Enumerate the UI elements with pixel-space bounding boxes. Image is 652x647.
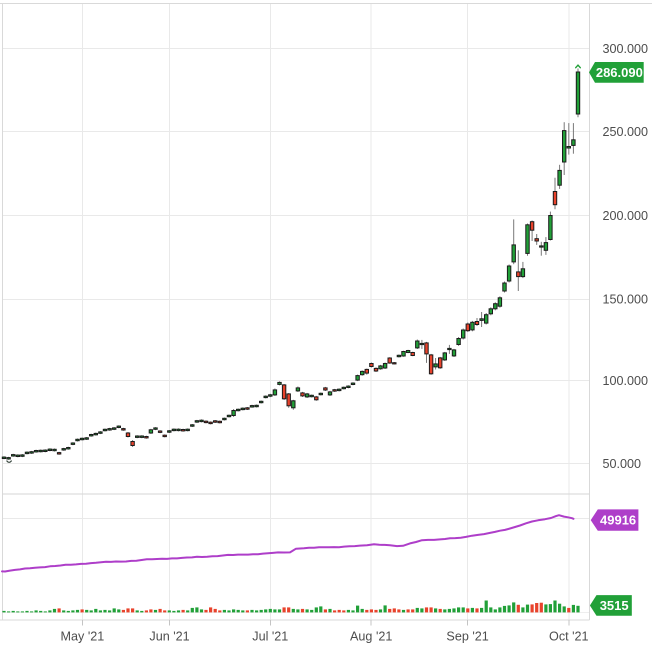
svg-text:3515: 3515 xyxy=(600,598,629,613)
svg-text:200.000: 200.000 xyxy=(603,209,649,223)
svg-text:150.000: 150.000 xyxy=(603,293,649,307)
svg-text:286.090: 286.090 xyxy=(596,65,643,80)
svg-text:May '21: May '21 xyxy=(61,630,105,644)
svg-text:Jun '21: Jun '21 xyxy=(149,630,189,644)
svg-text:50.000: 50.000 xyxy=(603,457,642,471)
svg-text:Jul '21: Jul '21 xyxy=(252,630,288,644)
svg-text:Oct '21: Oct '21 xyxy=(549,630,589,644)
svg-text:Sep '21: Sep '21 xyxy=(446,630,488,644)
svg-text:Aug '21: Aug '21 xyxy=(350,630,392,644)
svg-text:300.000: 300.000 xyxy=(603,42,649,56)
svg-text:49916: 49916 xyxy=(600,513,636,528)
svg-text:250.000: 250.000 xyxy=(603,125,649,139)
svg-text:100.000: 100.000 xyxy=(603,374,649,388)
